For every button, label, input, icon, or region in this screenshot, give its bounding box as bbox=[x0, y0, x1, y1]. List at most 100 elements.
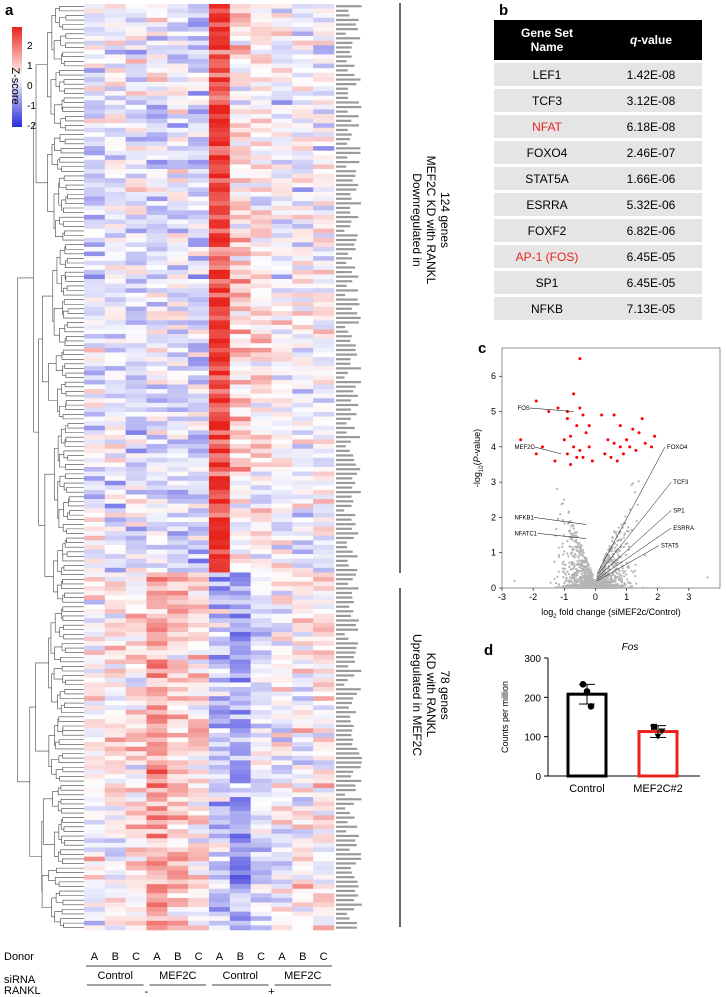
heatmap-cell bbox=[292, 664, 314, 670]
heatmap-cell bbox=[209, 581, 231, 587]
heatmap-cell bbox=[250, 311, 272, 317]
heatmap-cell bbox=[271, 297, 293, 303]
heatmap-cell bbox=[146, 627, 168, 633]
heatmap-cell bbox=[292, 114, 314, 119]
heatmap-cell bbox=[250, 22, 272, 28]
heatmap-cell bbox=[167, 54, 189, 60]
heatmap-cell bbox=[229, 214, 251, 220]
heatmap-cell bbox=[313, 856, 335, 862]
heatmap-cell bbox=[84, 714, 106, 720]
volcano-point bbox=[617, 538, 620, 541]
heatmap-cell bbox=[250, 114, 272, 119]
heatmap-cell bbox=[188, 95, 210, 101]
heatmap-cell bbox=[229, 925, 251, 931]
heatmap-cell bbox=[188, 847, 210, 853]
heatmap-cell bbox=[167, 489, 189, 495]
heatmap-cell bbox=[292, 196, 314, 202]
dendrogram-branch bbox=[51, 144, 58, 165]
heatmap-cell bbox=[229, 700, 251, 706]
gene-label-mark bbox=[336, 101, 359, 104]
dendrogram-branch bbox=[62, 606, 84, 612]
heatmap-cell bbox=[84, 17, 106, 23]
heatmap-cell bbox=[229, 224, 251, 229]
heatmap-cell bbox=[167, 77, 189, 83]
gene-label-mark bbox=[336, 802, 354, 805]
heatmap-cell bbox=[146, 751, 168, 757]
heatmap-cell bbox=[292, 819, 314, 825]
heatmap-cell bbox=[271, 884, 293, 890]
heatmap-cell bbox=[271, 173, 293, 179]
heatmap-cell bbox=[84, 673, 106, 679]
heatmap-cell bbox=[209, 324, 231, 330]
heatmap-cell bbox=[229, 265, 251, 271]
heatmap-cell bbox=[229, 563, 251, 569]
heatmap-cell bbox=[209, 187, 231, 193]
heatmap-cell bbox=[313, 563, 335, 569]
heatmap-cell bbox=[209, 17, 231, 23]
heatmap-cell bbox=[188, 668, 210, 674]
heatmap-cell bbox=[250, 604, 272, 610]
heatmap-cell bbox=[188, 370, 210, 376]
heatmap-cell bbox=[313, 214, 335, 220]
volcano-leader-line bbox=[596, 481, 672, 576]
heatmap-cell bbox=[229, 856, 251, 862]
heatmap-cell bbox=[250, 201, 272, 207]
heatmap-cell bbox=[125, 45, 147, 51]
heatmap-cell bbox=[313, 503, 335, 509]
heatmap-cell bbox=[313, 911, 335, 917]
heatmap-cell bbox=[271, 17, 293, 23]
heatmap-cell bbox=[146, 324, 168, 330]
gene-label-mark bbox=[336, 871, 352, 874]
heatmap-cell bbox=[84, 155, 106, 161]
heatmap-cell bbox=[271, 311, 293, 317]
heatmap-cell bbox=[125, 659, 147, 665]
volcano-point bbox=[577, 580, 580, 584]
heatmap-cell bbox=[167, 159, 189, 165]
dendrogram-branch bbox=[53, 193, 59, 229]
heatmap-cell bbox=[292, 393, 314, 399]
heatmap-cell bbox=[125, 155, 147, 161]
heatmap-cell bbox=[104, 705, 126, 711]
heatmap-cell bbox=[104, 810, 126, 816]
heatmap-cell bbox=[188, 109, 210, 115]
volcano-point bbox=[571, 546, 574, 549]
heatmap-cell bbox=[229, 627, 251, 633]
heatmap-cell bbox=[250, 72, 272, 78]
rankl-label: + bbox=[268, 986, 274, 997]
volcano-point bbox=[573, 539, 576, 543]
heatmap-cell bbox=[313, 411, 335, 417]
heatmap-cell bbox=[271, 150, 293, 156]
dendrogram-branch bbox=[63, 482, 84, 491]
heatmap-cell bbox=[292, 549, 314, 555]
volcano-point bbox=[627, 530, 630, 533]
volcano-point bbox=[615, 575, 618, 579]
heatmap-cell bbox=[188, 279, 210, 284]
heatmap-cell bbox=[271, 925, 293, 931]
heatmap-cell bbox=[188, 627, 210, 633]
heatmap-cell bbox=[250, 471, 272, 477]
heatmap-cell bbox=[313, 870, 335, 876]
volcano-gene-label: ESRRA bbox=[673, 526, 694, 532]
heatmap-cell bbox=[271, 118, 293, 124]
heatmap-cell bbox=[125, 31, 147, 37]
heatmap-cell bbox=[167, 549, 189, 555]
heatmap-cell bbox=[229, 499, 251, 504]
heatmap-cell bbox=[250, 191, 272, 197]
heatmap-cell bbox=[146, 40, 168, 46]
heatmap-cell bbox=[188, 572, 210, 578]
colorbar-tick: 0 bbox=[27, 81, 33, 92]
heatmap-cell bbox=[188, 480, 210, 486]
heatmap-cell bbox=[84, 169, 106, 174]
heatmap-cell bbox=[104, 842, 126, 848]
heatmap-cell bbox=[229, 764, 251, 770]
heatmap-cell bbox=[313, 581, 335, 587]
heatmap-cell bbox=[188, 448, 210, 454]
volcano-sig-point bbox=[565, 410, 569, 414]
heatmap-cell bbox=[229, 732, 251, 738]
heatmap-cell bbox=[188, 439, 210, 445]
volcano-point bbox=[579, 586, 582, 589]
heatmap-cell bbox=[188, 210, 210, 216]
dendrogram-branch bbox=[57, 159, 62, 170]
volcano-point bbox=[557, 570, 560, 573]
heatmap-cell bbox=[146, 127, 168, 133]
